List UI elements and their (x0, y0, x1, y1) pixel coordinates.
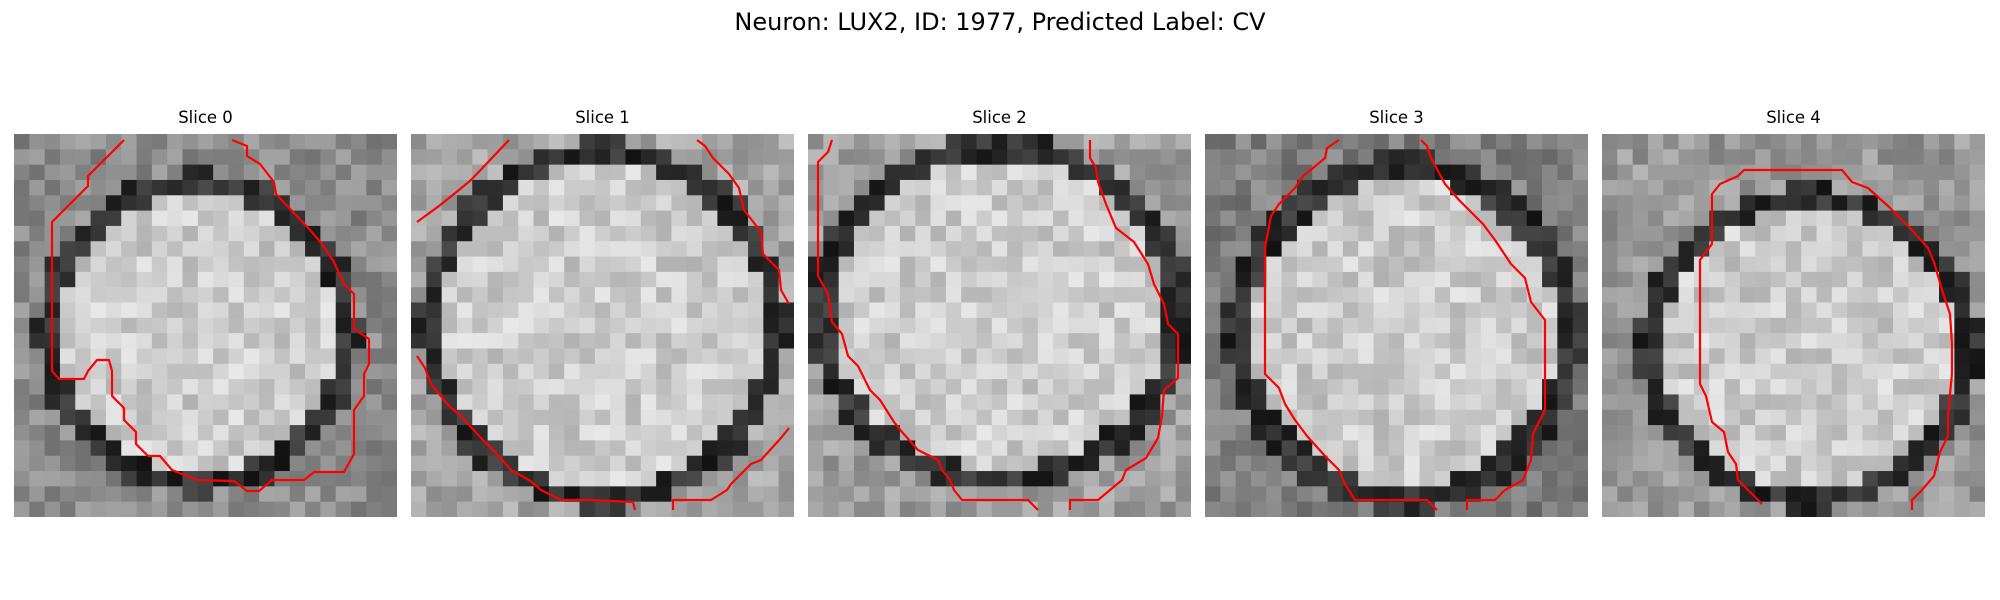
grayscale-image (14, 134, 397, 517)
contour-line (696, 139, 790, 305)
contour-line (1068, 140, 1180, 510)
grayscale-image (1205, 134, 1588, 517)
contour-line (50, 138, 371, 493)
slice-title: Slice 4 (1766, 108, 1821, 127)
figure-title: Neuron: LUX2, ID: 1977, Predicted Label:… (734, 8, 1266, 36)
contour-line (416, 139, 510, 223)
contour-line (1698, 168, 1954, 510)
contour-line (1420, 139, 1547, 510)
grayscale-image (411, 134, 794, 517)
contour-line (671, 427, 790, 510)
slice-title: Slice 1 (575, 108, 630, 127)
slice-image-1 (411, 134, 794, 517)
slice-image-3 (1205, 134, 1588, 517)
slice-title: Slice 2 (972, 108, 1027, 127)
contour-line (816, 139, 1039, 511)
slice-title: Slice 0 (178, 108, 233, 127)
slice-title: Slice 3 (1369, 108, 1424, 127)
slice-image-4 (1602, 134, 1985, 517)
grayscale-image (808, 134, 1191, 517)
contour-line (1263, 139, 1438, 511)
grayscale-image (1602, 134, 1985, 517)
slice-image-0 (14, 134, 397, 517)
contour-line (416, 355, 637, 511)
slice-image-2 (808, 134, 1191, 517)
